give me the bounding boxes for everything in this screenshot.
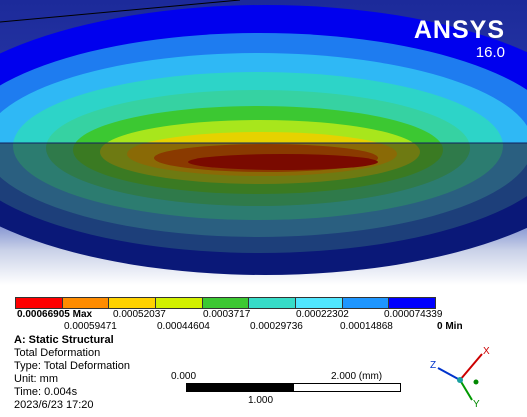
legend-min-label: 0 Min: [437, 321, 463, 332]
legend-color-cell: [389, 298, 436, 308]
deformation-contour-plot: [0, 0, 527, 275]
legend-color-cell: [342, 298, 390, 308]
brand-name: ANSYS: [413, 16, 505, 44]
legend-label: 0.00052037: [113, 309, 166, 320]
legend-color-cell: [202, 298, 250, 308]
result-name: Total Deformation: [14, 347, 101, 359]
legend-label: 0.000074339: [384, 309, 443, 320]
scale-middle-label: 1.000: [248, 395, 274, 406]
legend-label: 0.00029736: [250, 321, 303, 332]
result-type: Type: Total Deformation: [14, 360, 130, 372]
result-date: 2023/6/23 17:20: [14, 399, 94, 411]
legend-label: 0.00059471: [64, 321, 117, 332]
result-time: Time: 0.004s: [14, 386, 78, 398]
triad-x-label: X: [483, 346, 490, 357]
legend-label: 0.0003717: [203, 309, 251, 320]
coordinate-triad-icon[interactable]: X Y Z: [430, 342, 500, 408]
analysis-title: A: Static Structural: [14, 334, 114, 346]
brand-version: 16.0: [475, 44, 505, 61]
legend-color-cell: [109, 298, 157, 308]
ansys-logo: ANSYS 16.0: [413, 16, 505, 61]
triad-z-label: Z: [430, 360, 436, 371]
legend-color-cell: [16, 298, 63, 308]
scale-right-label: 2.000 (mm): [331, 371, 383, 382]
legend-max-label: 0.00066905 Max: [17, 309, 93, 320]
triad-y-label: Y: [473, 399, 480, 408]
result-unit: Unit: mm: [14, 373, 58, 385]
scale-bar: [186, 383, 401, 392]
legend-color-cell: [62, 298, 110, 308]
legend-label: 0.00044604: [157, 321, 210, 332]
legend-color-cell: [249, 298, 297, 308]
legend-color-cell: [296, 298, 343, 308]
legend-label: 0.00022302: [296, 309, 349, 320]
legend-label: 0.00014868: [340, 321, 393, 332]
color-legend-bar: [15, 297, 436, 309]
legend-color-cell: [156, 298, 203, 308]
scale-left-label: 0.000: [171, 371, 197, 382]
